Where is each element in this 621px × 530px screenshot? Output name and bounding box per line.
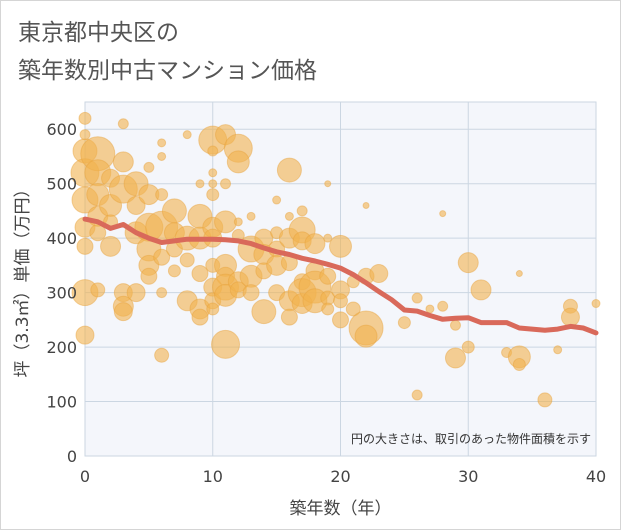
bubble-point: [537, 392, 553, 408]
bubble-point: [226, 150, 250, 174]
y-tick-label: 400: [46, 229, 77, 248]
bubble-point: [78, 111, 92, 125]
bubble-point: [211, 329, 241, 359]
y-tick-label: 500: [46, 175, 77, 194]
bubble-point: [100, 235, 122, 257]
bubble-point: [191, 308, 209, 326]
bubble-point: [553, 345, 563, 355]
bubble-point: [333, 293, 348, 309]
x-tick-label: 40: [586, 467, 606, 486]
bubble-point: [75, 325, 95, 345]
bubble-point: [207, 145, 219, 157]
bubble-point: [354, 324, 378, 348]
bubble-point: [126, 283, 146, 303]
bubbles: [70, 111, 601, 408]
x-tick-label: 30: [458, 467, 478, 486]
bubble-point: [154, 347, 170, 363]
chart-title-line-1: 東京都中央区の: [18, 20, 179, 46]
bubble-point: [296, 205, 308, 217]
bubble-point: [153, 248, 171, 266]
bubble-point: [246, 211, 256, 221]
bubble-point: [397, 316, 411, 330]
bubble-point: [515, 270, 523, 278]
y-tick-label: 600: [46, 120, 77, 139]
bubble-point: [79, 129, 91, 141]
bubble-point: [457, 252, 479, 274]
bubble-point: [156, 287, 168, 299]
bubble-point: [195, 179, 205, 189]
bubble-point: [470, 279, 492, 301]
bubble-point: [143, 161, 155, 173]
bubble-point: [233, 217, 243, 227]
bubble-point: [117, 118, 129, 130]
bubble-point: [591, 299, 601, 309]
bubble-point: [362, 201, 370, 209]
bubble-point: [126, 195, 146, 215]
bubble-point: [560, 307, 580, 327]
y-tick-label: 0: [67, 447, 77, 466]
x-axis-title: 築年数（年）: [290, 499, 392, 519]
bubble-point: [461, 340, 475, 354]
bubble-point: [191, 265, 209, 283]
bubble-point: [304, 233, 326, 255]
y-tick-label: 300: [46, 284, 77, 303]
bubble-point: [272, 195, 282, 205]
bubble-point: [179, 252, 195, 268]
bubble-point: [425, 304, 435, 314]
bubble-point: [437, 300, 449, 312]
bubble-point: [206, 302, 220, 316]
bubble-point: [206, 188, 220, 202]
bubble-point: [157, 138, 167, 148]
bubble-point: [157, 151, 167, 161]
x-tick-label: 0: [80, 467, 90, 486]
y-axis-title: 坪（3.3㎡）単価（万円）: [13, 180, 33, 377]
y-tick-label: 200: [46, 338, 77, 357]
bubble-point: [284, 211, 294, 221]
size-note: 円の大きさは、取引のあった物件面積を示す: [351, 431, 591, 446]
bubble-point: [208, 179, 218, 189]
bubble-point: [167, 264, 181, 278]
bubble-point: [411, 292, 423, 304]
bubble-point: [444, 347, 466, 369]
chart-title: 東京都中央区の 築年数別中古マンション価格: [18, 14, 317, 90]
x-tick-label: 10: [203, 467, 223, 486]
bubble-point: [369, 264, 389, 284]
bubble-point: [89, 224, 107, 242]
bubble-point: [323, 233, 333, 243]
bubble-point: [512, 358, 526, 372]
bubble-point: [251, 299, 277, 325]
bubble-point: [182, 130, 192, 140]
bubble-point: [321, 302, 335, 316]
bubble-point: [220, 178, 232, 190]
bubble-point: [276, 157, 302, 183]
y-tick-label: 100: [46, 393, 77, 412]
bubble-point: [214, 210, 238, 234]
bubble-point: [76, 237, 94, 255]
bubble-point: [439, 210, 447, 218]
trend-line: [82, 216, 599, 336]
bubble-point: [90, 282, 106, 298]
chart-title-line-2: 築年数別中古マンション価格: [18, 58, 317, 84]
bubble-point: [140, 267, 158, 285]
bubble-point: [345, 301, 361, 317]
bubble-point: [161, 198, 187, 224]
bubble-point: [242, 284, 260, 302]
bubble-point: [332, 311, 349, 329]
bubble-point: [280, 308, 298, 326]
bubble-point: [112, 151, 134, 173]
bubble-point: [208, 168, 218, 178]
bubble-point: [155, 188, 169, 202]
bubble-point: [319, 267, 337, 285]
x-tick-label: 20: [330, 467, 350, 486]
bubble-point: [324, 180, 332, 188]
bubble-point: [411, 389, 423, 401]
bubble-point: [449, 319, 461, 331]
bubble-point: [113, 302, 133, 322]
bubble-point: [329, 234, 352, 258]
